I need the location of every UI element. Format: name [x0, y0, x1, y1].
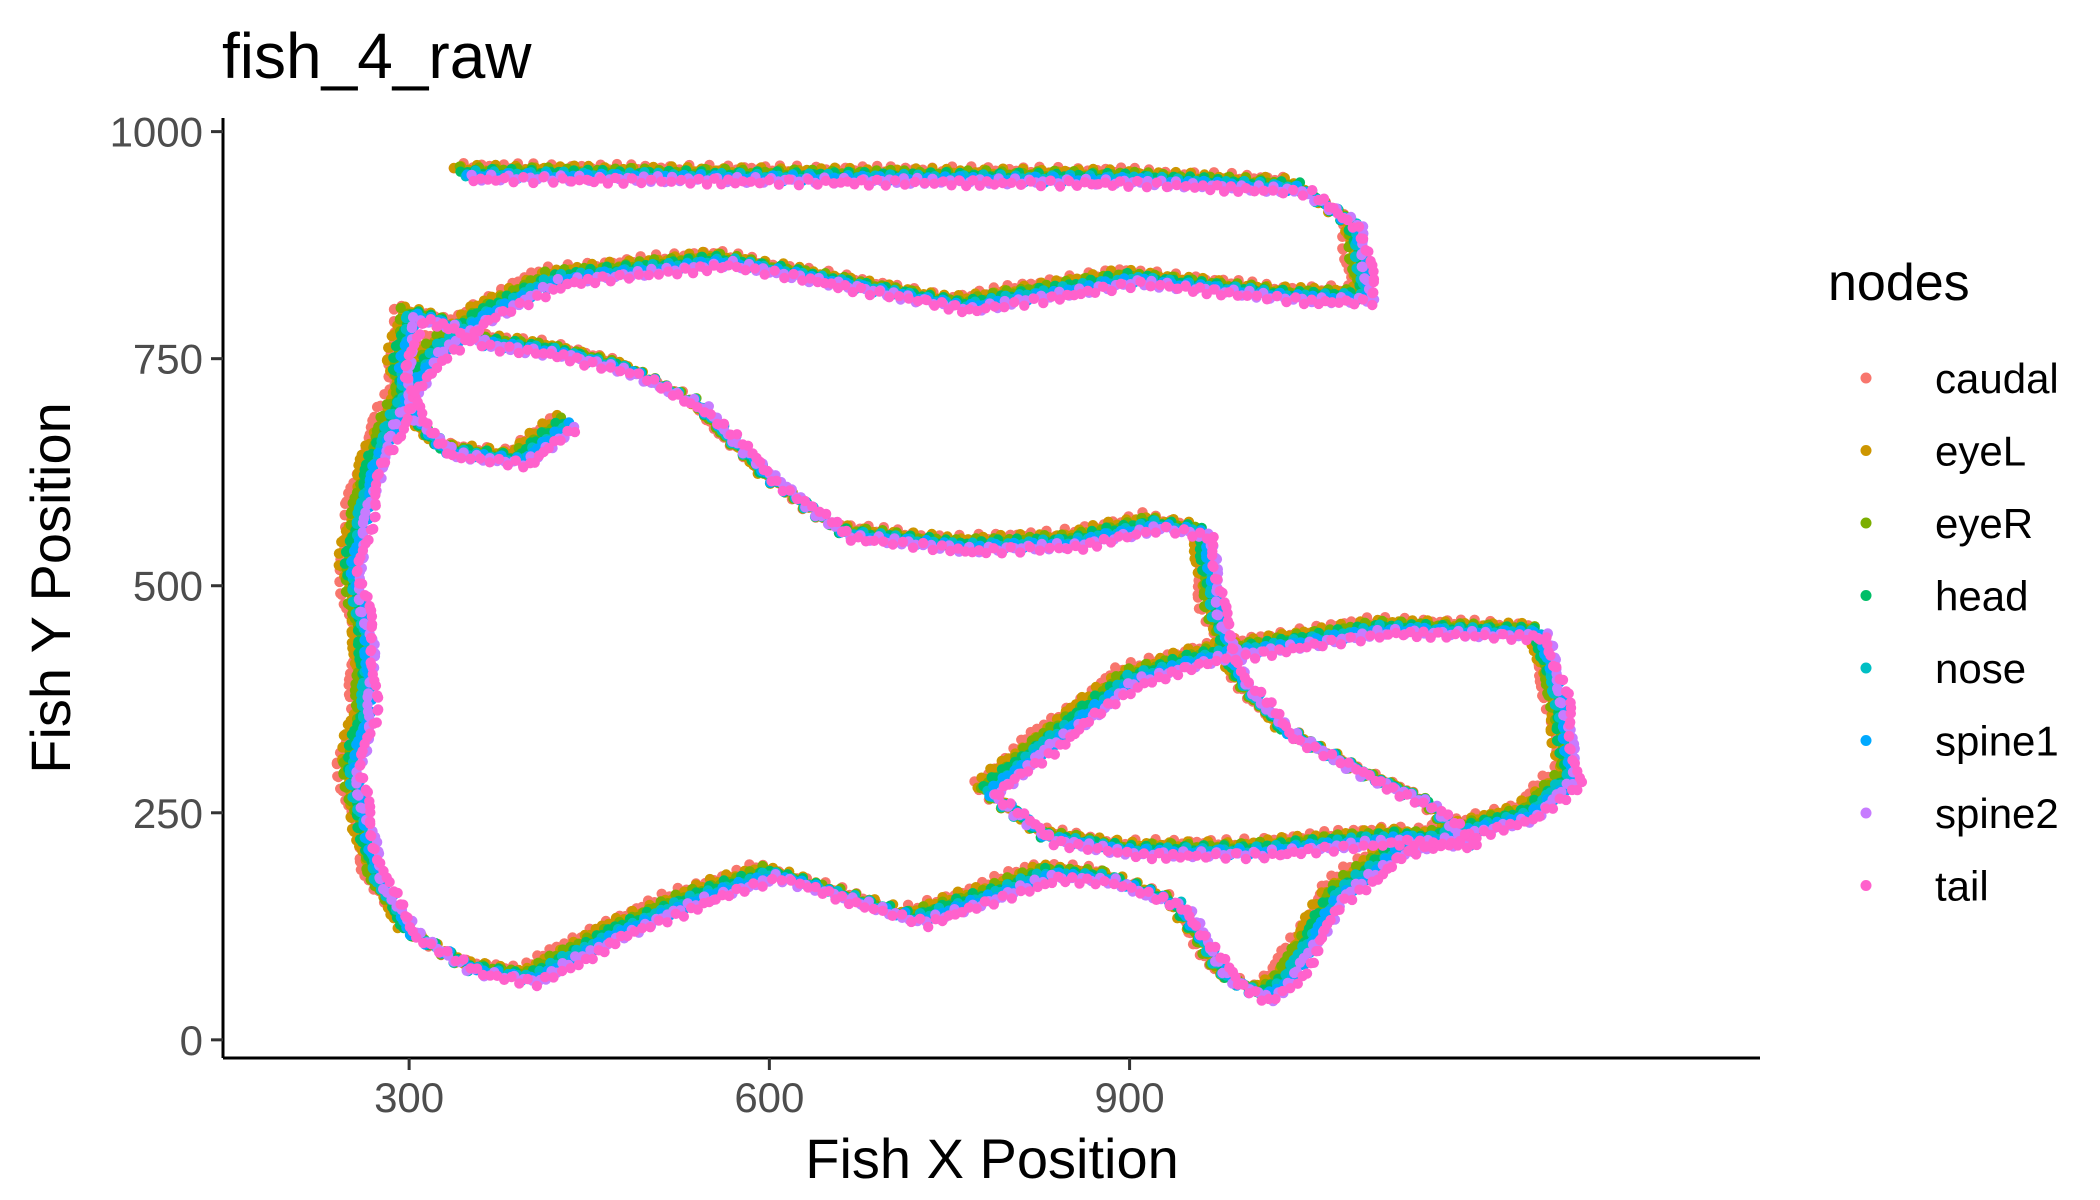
- data-point: [499, 298, 510, 309]
- data-point: [340, 498, 351, 509]
- data-point: [988, 780, 999, 791]
- data-point: [1044, 730, 1056, 741]
- data-point: [346, 729, 358, 740]
- data-point: [383, 342, 394, 353]
- chart-title: fish_4_raw: [222, 20, 532, 92]
- data-point: [356, 681, 368, 692]
- data-point: [420, 338, 432, 349]
- data-point: [1122, 669, 1133, 680]
- data-point: [985, 763, 996, 774]
- data-point: [1089, 698, 1100, 710]
- data-point: [538, 274, 549, 285]
- data-point: [395, 302, 406, 314]
- data-point: [1077, 700, 1088, 711]
- data-point: [336, 536, 347, 548]
- data-point: [1045, 721, 1056, 732]
- data-point: [1110, 662, 1121, 673]
- data-point: [351, 739, 362, 750]
- data-point: [410, 372, 422, 383]
- data-point: [1089, 690, 1101, 701]
- data-point: [381, 399, 393, 410]
- data-point: [1110, 671, 1122, 682]
- data-point: [539, 266, 551, 277]
- data-point: [390, 340, 402, 352]
- data-point: [371, 401, 383, 413]
- data-point: [375, 411, 386, 423]
- plot-points: [331, 158, 1588, 1007]
- data-point: [1016, 734, 1027, 745]
- data-point: [384, 409, 395, 420]
- data-point: [367, 460, 378, 472]
- data-point: [363, 450, 374, 461]
- data-point: [1076, 691, 1088, 703]
- data-point: [340, 546, 352, 558]
- data-point: [360, 440, 371, 451]
- data-point: [386, 330, 397, 342]
- data-point: [338, 730, 350, 741]
- data-point: [986, 772, 997, 783]
- data-point: [379, 422, 390, 433]
